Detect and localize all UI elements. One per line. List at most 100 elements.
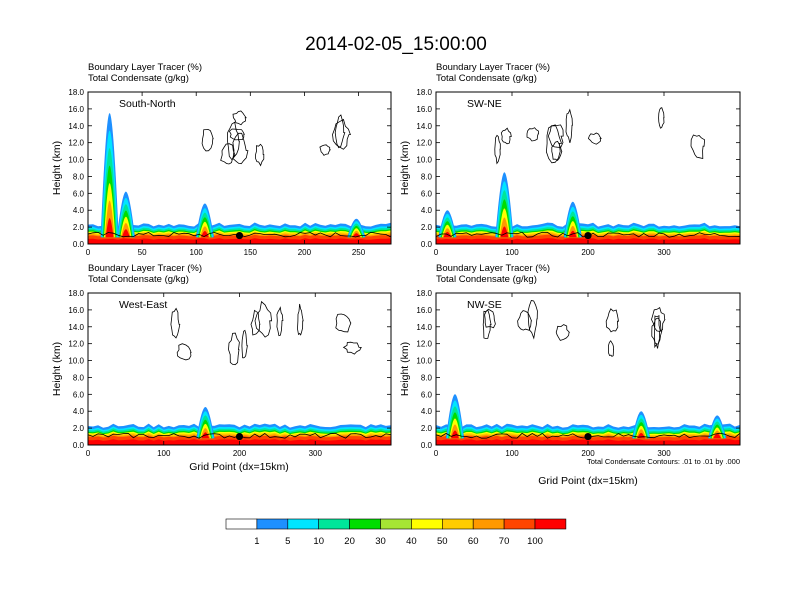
colorbar: 1 5 10 20 30 40 50 60 70 100 (225, 518, 567, 547)
y-tick-label: 8.0 (73, 373, 85, 382)
contour-line (342, 341, 362, 355)
condensate-contours (436, 300, 740, 439)
y-tick-label: 2.0 (73, 223, 85, 232)
contour-line (241, 329, 248, 359)
x-tick-label: 100 (190, 248, 204, 257)
y-tick-label: 0.0 (73, 240, 85, 249)
y-tick-label: 10.0 (416, 357, 432, 366)
contour-line (334, 114, 346, 149)
contour-line (547, 124, 564, 148)
xlabel-bottom-left: Grid Point (dx=15km) (189, 461, 289, 473)
colorbar-label: 70 (499, 536, 510, 547)
colorbar-swatch (472, 518, 505, 530)
colorbar-swatch (349, 518, 381, 530)
contour-line (690, 134, 706, 160)
colorbar-label: 50 (437, 536, 448, 547)
panel-label: SW-NE (467, 98, 502, 110)
y-tick-label: 14.0 (416, 122, 432, 131)
contour-line (555, 324, 571, 341)
y-tick-label: 4.0 (421, 407, 433, 416)
contour-line (220, 143, 236, 165)
y-tick-label: 6.0 (421, 189, 433, 198)
colorbar-swatch (318, 518, 350, 530)
x-tick-label: 300 (657, 449, 671, 458)
x-tick-label: 0 (434, 449, 439, 458)
contour-line (227, 121, 240, 161)
colorbar-label: 10 (313, 536, 324, 547)
x-tick-label: 0 (434, 248, 439, 257)
y-tick-label: 12.0 (416, 340, 432, 349)
tracer-plume (122, 229, 130, 238)
y-tick-label: 6.0 (73, 189, 85, 198)
y-tick-label: 18.0 (68, 289, 84, 298)
y-tick-label: 6.0 (421, 390, 433, 399)
y-tick-label: 4.0 (73, 407, 85, 416)
colorbar-swatch (441, 518, 474, 530)
condensate-contours (436, 107, 740, 238)
x-tick-label: 150 (244, 248, 258, 257)
panel-west-east: Boundary Layer Tracer (%)Total Condensat… (51, 263, 392, 458)
y-tick-label: 0.0 (421, 441, 433, 450)
x-tick-label: 0 (86, 449, 91, 458)
contour-line (232, 132, 249, 165)
colorbar-swatch (411, 518, 443, 530)
contour-line (276, 306, 284, 337)
panel-label: West-East (119, 299, 167, 311)
y-tick-label: 10.0 (68, 357, 84, 366)
tracer-plume (713, 433, 722, 439)
contour-line (228, 128, 245, 141)
y-tick-label: 16.0 (416, 306, 432, 315)
colorbar-swatch (503, 518, 536, 530)
y-tick-label: 12.0 (68, 139, 84, 148)
colorbar-label: 20 (344, 536, 355, 547)
contour-line (482, 309, 492, 340)
contour-line (587, 132, 602, 145)
ylabel: Height (km) (51, 141, 63, 195)
plot-area (88, 92, 391, 244)
x-tick-label: 0 (86, 248, 91, 257)
contour-line (494, 134, 501, 165)
location-marker (584, 231, 592, 240)
y-tick-label: 18.0 (416, 88, 432, 97)
contour-note: Total Condensate Contours: .01 to .01 by… (587, 457, 740, 466)
contour-line (527, 300, 538, 340)
contour-line (484, 308, 496, 329)
y-tick-label: 16.0 (416, 105, 432, 114)
contour-line (335, 313, 352, 333)
colorbar-swatch (534, 518, 567, 530)
colorbar-label: 40 (406, 536, 417, 547)
contour-line (605, 308, 619, 333)
contour-line (170, 307, 181, 339)
panel-sw-ne: Boundary Layer Tracer (%)Total Condensat… (399, 62, 741, 257)
y-tick-label: 8.0 (73, 172, 85, 181)
y-tick-label: 10.0 (416, 156, 432, 165)
x-tick-label: 50 (138, 248, 147, 257)
x-tick-label: 200 (581, 248, 595, 257)
tracer-plume (451, 430, 459, 439)
x-tick-label: 100 (505, 248, 519, 257)
ylabel: Height (km) (399, 141, 411, 195)
y-tick-label: 12.0 (68, 340, 84, 349)
contour-line (228, 332, 240, 366)
contour-line (176, 343, 192, 361)
y-tick-label: 0.0 (73, 441, 85, 450)
contour-line (551, 140, 563, 162)
y-tick-label: 14.0 (68, 323, 84, 332)
y-tick-label: 18.0 (416, 289, 432, 298)
y-tick-label: 4.0 (421, 206, 433, 215)
ylabel: Height (km) (399, 342, 411, 396)
header-line1: Boundary Layer Tracer (%) (88, 263, 202, 274)
y-tick-label: 14.0 (416, 323, 432, 332)
contour-line (319, 144, 331, 156)
contour-line (565, 108, 573, 143)
contour-line (255, 143, 265, 167)
x-tick-label: 100 (157, 449, 171, 458)
y-tick-label: 14.0 (68, 122, 84, 131)
contour-line (201, 129, 214, 152)
y-tick-label: 2.0 (421, 223, 433, 232)
contour-line (654, 315, 661, 349)
y-tick-label: 18.0 (68, 88, 84, 97)
x-tick-label: 250 (352, 248, 366, 257)
panel-label: South-North (119, 98, 176, 110)
